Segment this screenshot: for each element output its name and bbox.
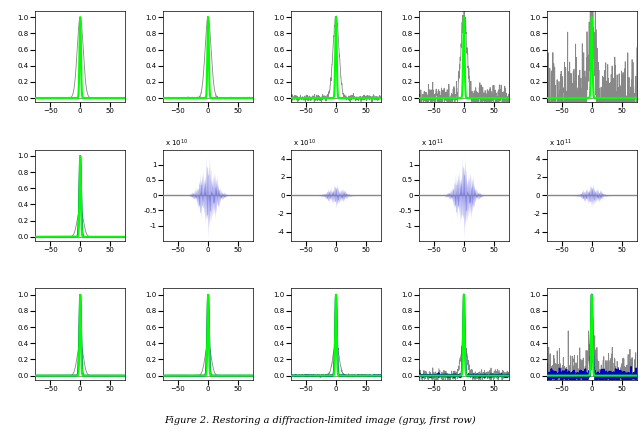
Text: x 10$^{11}$: x 10$^{11}$ — [420, 137, 444, 148]
Text: x 10$^{11}$: x 10$^{11}$ — [548, 137, 572, 148]
Text: x 10$^{10}$: x 10$^{10}$ — [292, 137, 316, 148]
Text: x 10$^{10}$: x 10$^{10}$ — [165, 137, 188, 148]
Text: Figure 2. Restoring a diffraction-limited image (gray, first row): Figure 2. Restoring a diffraction-limite… — [164, 416, 476, 425]
